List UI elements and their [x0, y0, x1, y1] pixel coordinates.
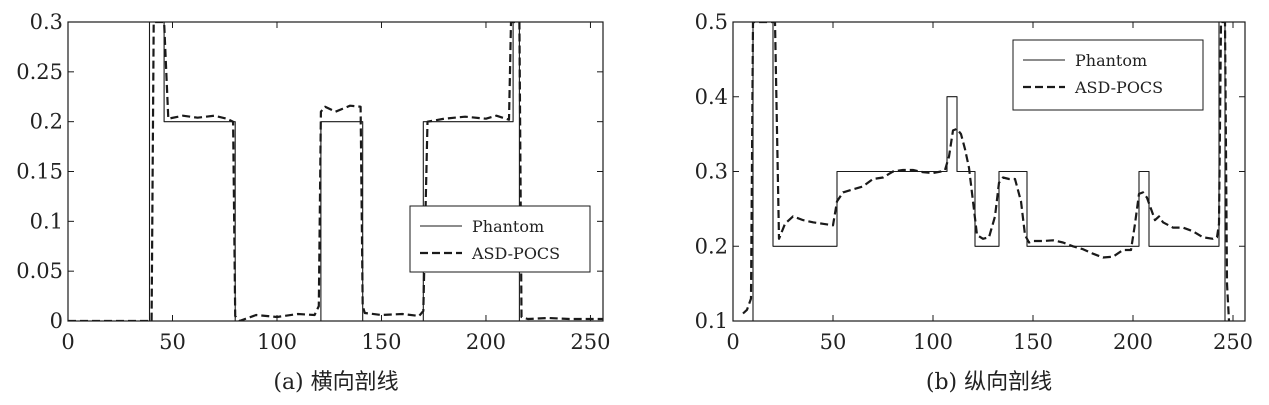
y-tick-label: 0 — [50, 309, 63, 333]
legend-label: ASD-POCS — [471, 244, 560, 263]
legend-box — [1012, 39, 1204, 111]
x-tick-label: 0 — [726, 330, 739, 354]
y-tick-label: 0.15 — [16, 160, 63, 184]
x-tick-label: 200 — [466, 330, 506, 354]
chart-b-vertical-profile: 0 50 100 150 200 250 0.1 0.2 0.3 0.4 0.5 Phantom ASD… — [695, 10, 1253, 395]
x-tick-label: 100 — [257, 330, 297, 354]
legend-label: Phantom — [472, 217, 544, 236]
y-tick-label: 0.2 — [695, 234, 728, 258]
x-tick-label: 50 — [159, 330, 186, 354]
y-tick-label: 0.4 — [695, 85, 728, 109]
legend-label: ASD-POCS — [1074, 78, 1163, 97]
x-tick-label: 0 — [61, 330, 74, 354]
x-tick-label: 100 — [913, 330, 953, 354]
chart-a-horizontal-profile: 0 50 100 150 200 250 0 0.05 0.1 0.15 0.2 0.25 0.3 Pha… — [16, 10, 610, 395]
y-tick-label: 0.25 — [16, 60, 63, 84]
y-tick-label: 0.1 — [30, 209, 63, 233]
legend-label: Phantom — [1075, 51, 1147, 70]
y-tick-label: 0.3 — [695, 160, 728, 184]
y-tick-label: 0.2 — [30, 110, 63, 134]
y-tick-label: 0.5 — [695, 10, 728, 34]
y-tick-label: 0.05 — [16, 259, 63, 283]
x-tick-label: 200 — [1113, 330, 1153, 354]
x-tick-label: 250 — [570, 330, 610, 354]
chart-caption: (a) 横向剖线 — [273, 370, 398, 395]
series-line-phantom — [68, 22, 603, 321]
series-line-asd-pocs — [68, 22, 603, 321]
x-tick-label: 250 — [1213, 330, 1253, 354]
series-line-asd-pocs — [742, 22, 1231, 321]
x-tick-label: 50 — [820, 330, 847, 354]
series-line-phantom — [733, 22, 1245, 321]
y-tick-label: 0.3 — [30, 10, 63, 34]
chart-caption: (b) 纵向剖线 — [926, 370, 1052, 395]
x-tick-label: 150 — [1013, 330, 1053, 354]
y-tick-label: 0.1 — [695, 309, 728, 333]
x-tick-label: 150 — [361, 330, 401, 354]
plot-frame — [67, 21, 604, 322]
legend-box — [409, 205, 591, 273]
